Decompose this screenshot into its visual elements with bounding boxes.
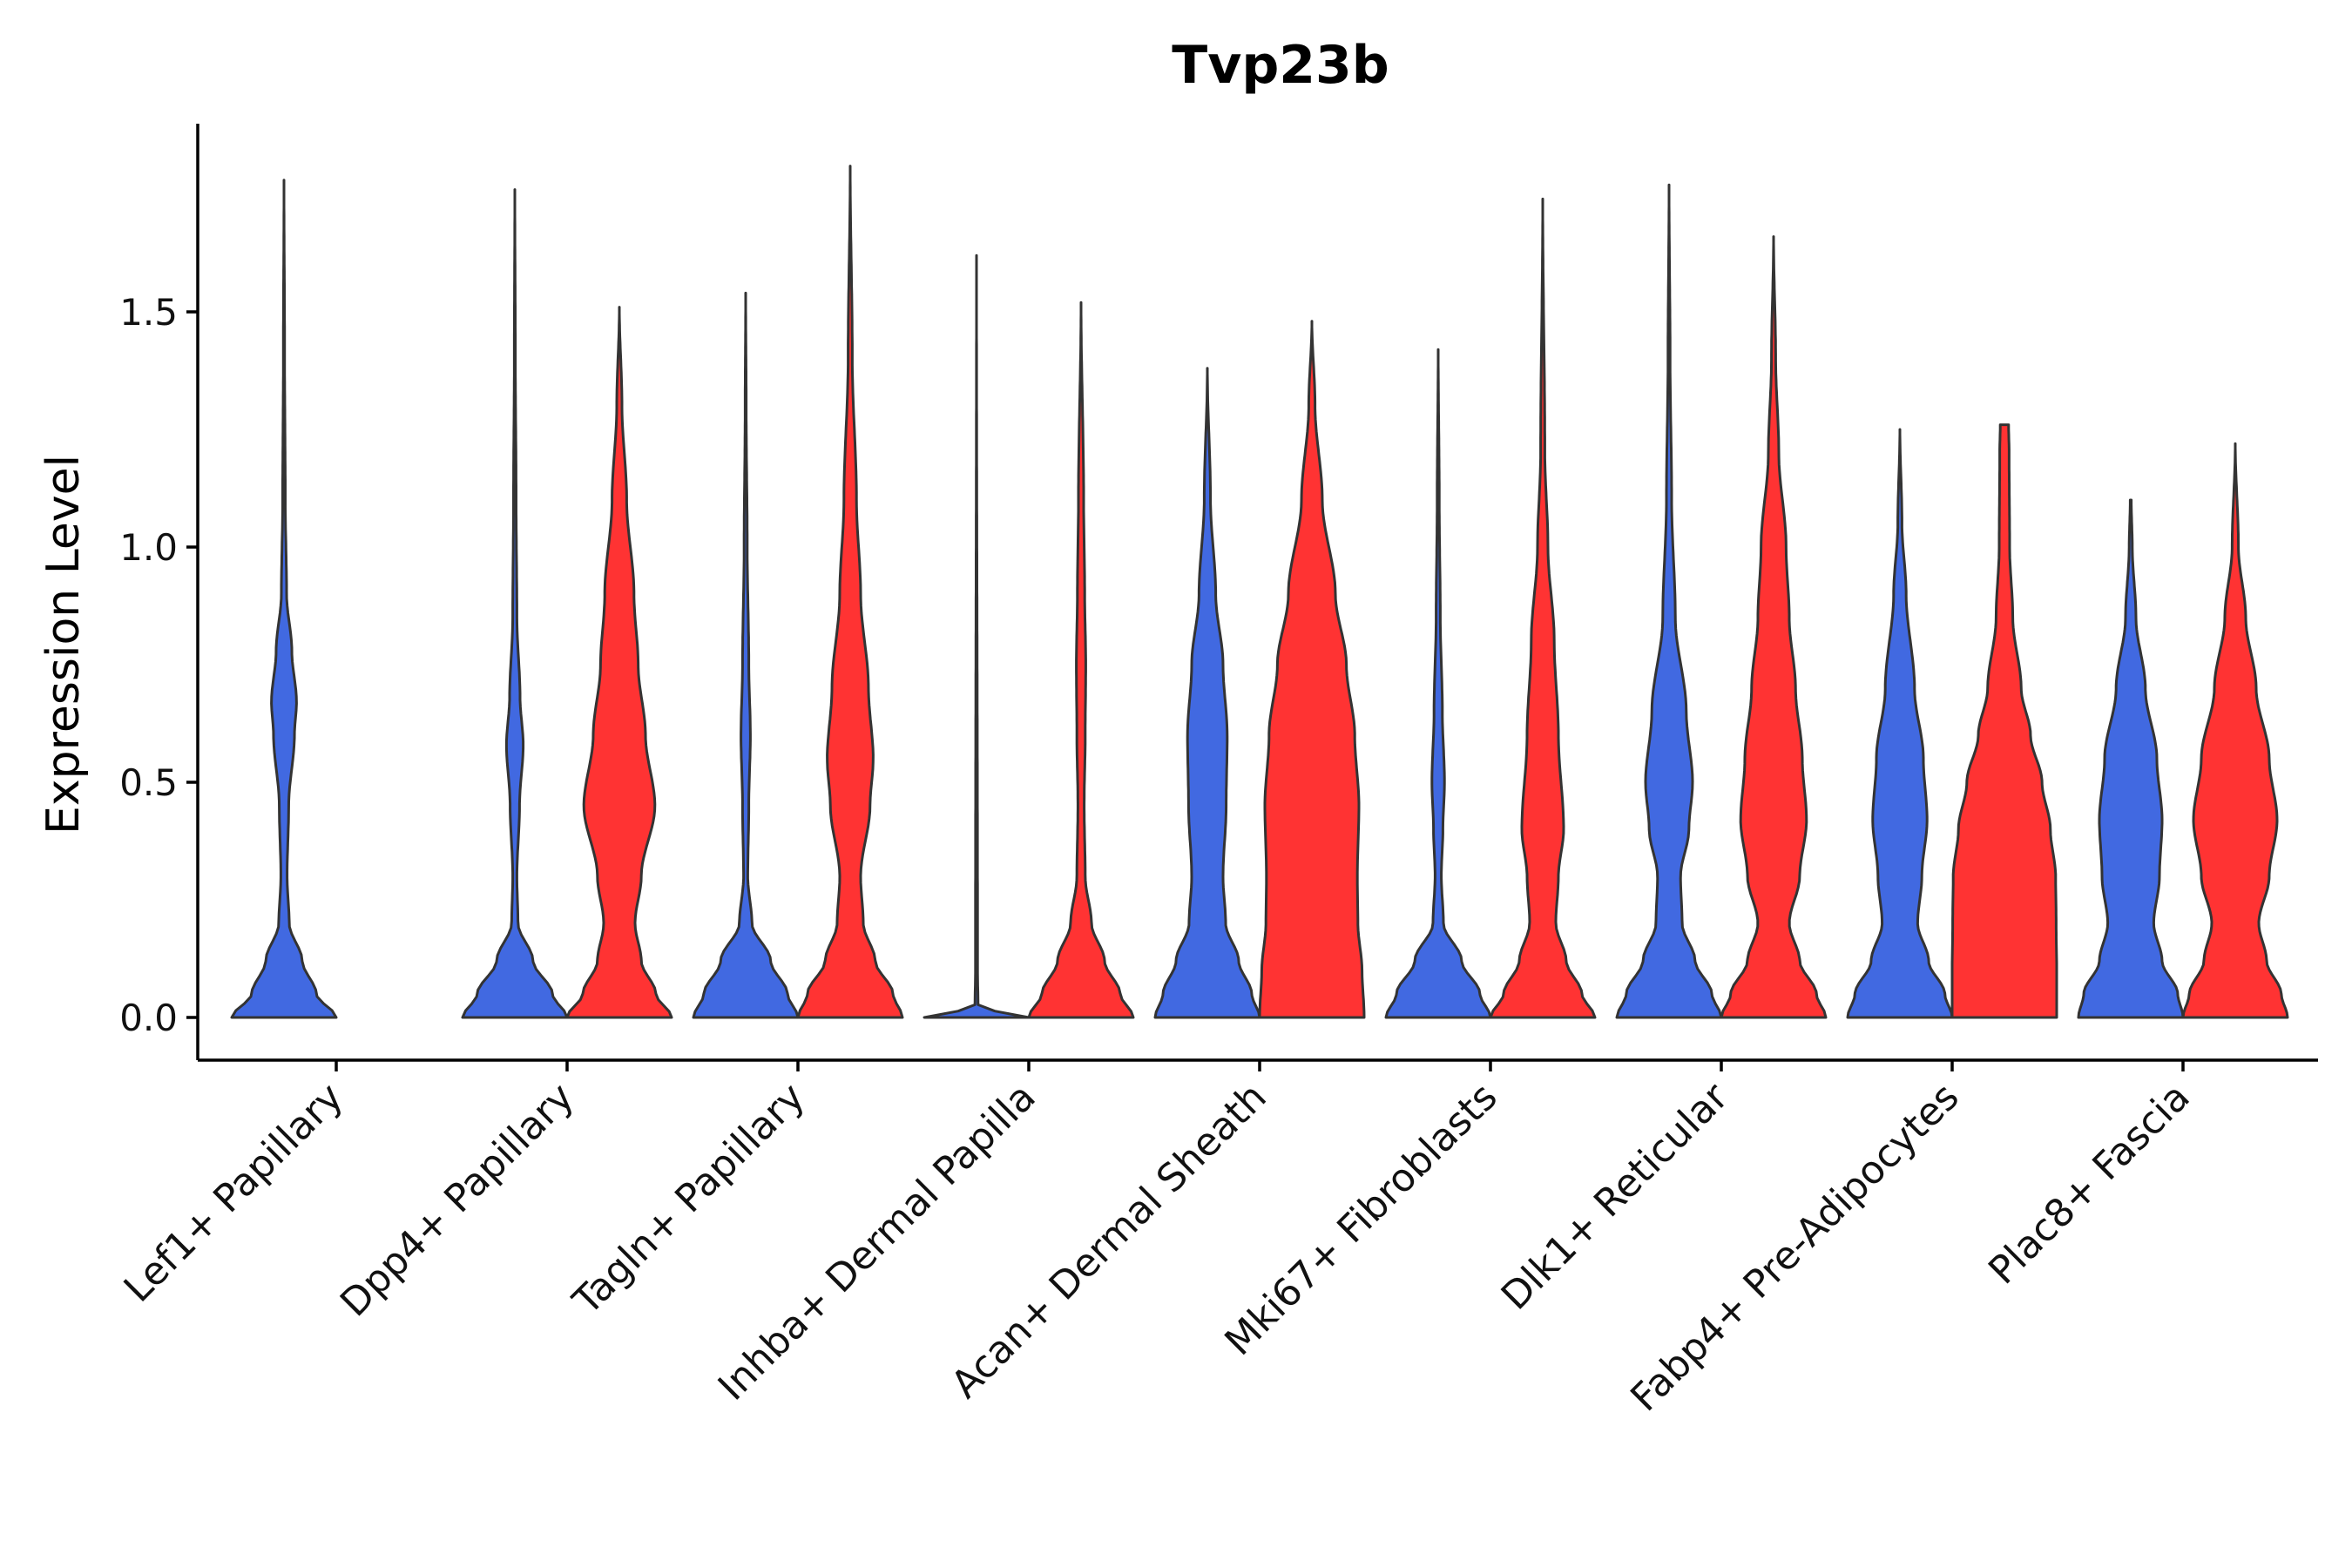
x-tick-label: Lef1+ Papillary bbox=[116, 1075, 352, 1311]
violin-tagln-papillary-blue bbox=[692, 291, 800, 1019]
y-tick-label: 0.5 bbox=[119, 761, 178, 804]
violin-acan-dermal-sheath-blue bbox=[1153, 367, 1261, 1019]
y-ticks: 0.0 0.5 1.0 1.5 bbox=[119, 291, 198, 1039]
violins bbox=[230, 165, 2289, 1019]
violin-inhba-dermal-papilla-blue bbox=[923, 253, 1031, 1019]
violin-inhba-dermal-papilla-red bbox=[1027, 301, 1135, 1019]
x-tick-label: Dlk1+ Reticular bbox=[1493, 1074, 1738, 1319]
y-tick-label: 0.0 bbox=[119, 997, 178, 1039]
violin-tagln-papillary-red bbox=[796, 165, 904, 1019]
y-tick-label: 1.0 bbox=[119, 526, 178, 569]
chart-title: Tvp23b bbox=[1172, 35, 1389, 96]
violin-dpp4-papillary-blue bbox=[461, 188, 569, 1019]
violin-mki67-fibroblasts-blue bbox=[1384, 348, 1492, 1019]
violin-mki67-fibroblasts-red bbox=[1489, 197, 1597, 1019]
violin-fabp4-pre-adipocytes-blue bbox=[1846, 428, 1954, 1019]
y-axis-label: Expression Level bbox=[37, 455, 90, 835]
x-tick-label: Dpp4+ Papillary bbox=[332, 1075, 583, 1326]
violin-fabp4-pre-adipocytes-red bbox=[1950, 423, 2058, 1019]
violin-plac8-fascia-red bbox=[2181, 442, 2289, 1019]
violin-dlk1-reticular-red bbox=[1720, 235, 1828, 1019]
violin-dlk1-reticular-blue bbox=[1615, 183, 1723, 1019]
violin-acan-dermal-sheath-red bbox=[1258, 320, 1366, 1019]
y-tick-label: 1.5 bbox=[119, 291, 178, 334]
violin-lef1-papillary-blue bbox=[230, 179, 338, 1019]
x-tick-label: Tagln+ Papillary bbox=[564, 1075, 814, 1324]
violin-dpp4-papillary-red bbox=[565, 306, 673, 1019]
violin-plac8-fascia-blue bbox=[2077, 498, 2185, 1019]
x-tick-label: Plac8+ Fascia bbox=[1980, 1075, 2199, 1294]
